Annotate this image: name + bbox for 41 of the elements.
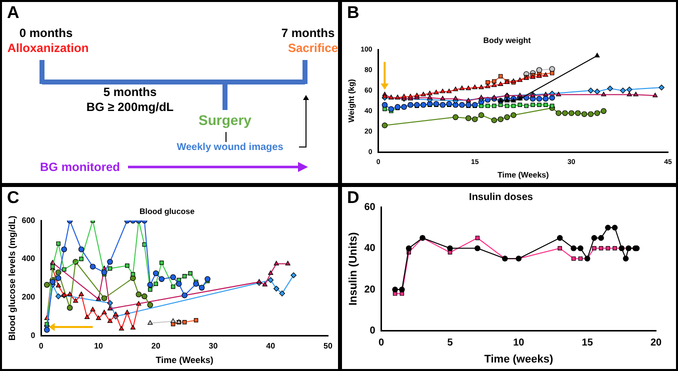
x-axis-title: Time (Weeks) [156, 355, 214, 366]
y-tick-label: 60 [364, 202, 376, 213]
y-axis-title: Insulin (Units) [348, 232, 360, 306]
y-tick-label: 0 [30, 330, 36, 340]
text: A [7, 3, 20, 23]
text: 5 months [103, 85, 157, 99]
x-tick-label: 40 [266, 342, 276, 351]
x-tick-label: 20 [151, 342, 161, 351]
text: Weekly wound images [176, 142, 284, 153]
y-tick-label: 400 [22, 254, 36, 264]
x-tick-label: 20 [650, 338, 662, 349]
y-tick-label: 40 [364, 243, 376, 254]
x-tick-label: 15 [582, 338, 594, 349]
text: Alloxanization [7, 41, 89, 55]
text: 0 months [19, 26, 73, 40]
text: BG monitored [40, 160, 120, 174]
x-axis-title: Time (Weeks) [498, 170, 550, 180]
text: BG ≥ 200mg/dL [86, 100, 174, 114]
chart-title: Blood glucose [139, 207, 196, 216]
text: B [347, 3, 360, 23]
x-tick-label: 0 [38, 342, 44, 351]
y-tick-label: 600 [22, 216, 36, 225]
y-tick-label: 200 [22, 292, 36, 302]
x-tick-label: 50 [324, 342, 333, 351]
x-tick-label: 5 [447, 338, 454, 349]
text: Surgery [198, 112, 252, 128]
x-tick-label: 10 [513, 338, 525, 349]
y-axis-title: Blood glucose levels (mg/dL) [6, 216, 17, 341]
text: D [347, 188, 360, 208]
text: C [7, 188, 20, 208]
text: 7 months [281, 26, 335, 40]
chart-title: Body weight [483, 36, 532, 46]
x-tick-label: 10 [94, 342, 104, 351]
y-tick-label: 0 [370, 326, 376, 337]
y-axis-title: Weight (kg) [347, 78, 356, 123]
text: Sacrifice [288, 41, 338, 55]
x-tick-label: 0 [378, 338, 385, 349]
chart-title: Insulin doses [469, 192, 534, 203]
x-axis-title: Time (weeks) [484, 353, 554, 366]
x-tick-label: 30 [208, 342, 218, 351]
y-tick-label: 20 [364, 284, 376, 296]
